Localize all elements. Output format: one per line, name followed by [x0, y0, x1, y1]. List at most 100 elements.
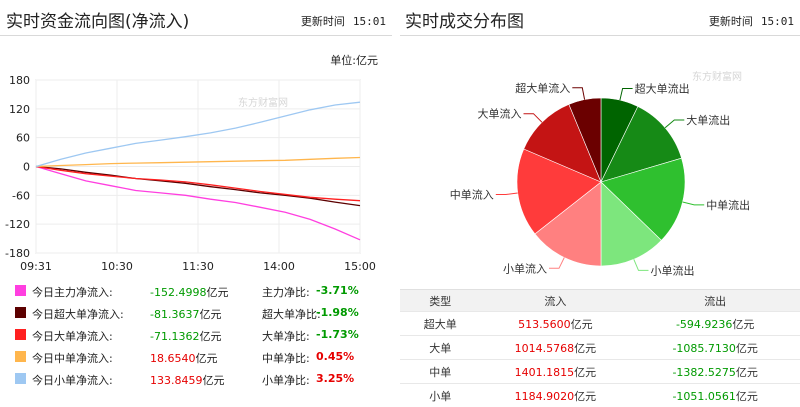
- legend-amount: -81.3637: [150, 308, 199, 321]
- row-type: 中单: [400, 360, 480, 384]
- row-in: 513.5600亿元: [480, 312, 630, 336]
- pie-label: 大单流入: [478, 107, 522, 121]
- y-tick-label: -120: [5, 218, 30, 231]
- pie-leader-line: [634, 259, 649, 270]
- legend-value: 18.6540亿元: [150, 350, 218, 366]
- legend-swatch: [15, 307, 26, 318]
- legend-ratio-label: 中单净比:: [262, 350, 310, 366]
- fund-flow-line-chart: 东方财富网 180 120 60 0 -60 -120 -180 09:31 10:30 11:…: [0, 0, 392, 280]
- legend-amount: 133.8459: [150, 374, 203, 387]
- x-tick-label: 09:31: [20, 260, 52, 273]
- legend-row: 今日小单净流入: 133.8459亿元 小单净比: 3.25%: [0, 368, 392, 390]
- x-tick-label: 14:00: [263, 260, 295, 273]
- pie-label: 中单流出: [706, 198, 750, 212]
- legend-ratio: 0.45%: [316, 350, 354, 363]
- y-tick-label: 60: [16, 132, 30, 145]
- row-out: -594.9236亿元: [630, 312, 800, 336]
- y-tick-label: -180: [5, 247, 30, 260]
- legend-value: -81.3637亿元: [150, 306, 221, 322]
- pie-label: 小单流出: [651, 263, 695, 277]
- row-in: 1401.1815亿元: [480, 360, 630, 384]
- row-out-value: -1382.5275: [672, 366, 735, 379]
- pie-leader-line: [549, 258, 564, 269]
- row-out-unit: 亿元: [736, 390, 758, 403]
- pie-leader-line: [683, 202, 705, 205]
- watermark-text: 东方财富网: [238, 96, 288, 109]
- pie-leader-line: [620, 89, 633, 101]
- row-in-unit: 亿元: [571, 318, 593, 331]
- legend-ratio-label: 小单净比:: [262, 372, 310, 388]
- pie-leader-line: [665, 120, 684, 128]
- header-out: 流出: [630, 290, 800, 312]
- y-tick-label: 120: [9, 103, 30, 116]
- row-in-value: 1184.9020: [515, 390, 575, 403]
- row-out: -1085.7130亿元: [630, 336, 800, 360]
- y-tick-label: 0: [23, 161, 30, 174]
- x-tick-label: 10:30: [101, 260, 133, 273]
- legend-name: 今日主力净流入:: [32, 284, 113, 300]
- legend-ratio: 3.25%: [316, 372, 354, 385]
- header-type: 类型: [400, 290, 480, 312]
- legend-swatch: [15, 285, 26, 296]
- header-in: 流入: [480, 290, 630, 312]
- row-in-value: 1401.1815: [515, 366, 575, 379]
- row-type: 超大单: [400, 312, 480, 336]
- row-in: 1014.5768亿元: [480, 336, 630, 360]
- legend-amount: 18.6540: [150, 352, 196, 365]
- legend-row: 今日超大单净流入: -81.3637亿元 超大单净比:-1.98%: [0, 302, 392, 324]
- table-header-row: 类型 流入 流出: [400, 290, 800, 312]
- legend-ratio: -1.73%: [316, 328, 359, 341]
- row-in-unit: 亿元: [574, 366, 596, 379]
- legend-ratio-label: 超大单净比:: [262, 306, 321, 322]
- row-out-value: -1085.7130: [672, 342, 735, 355]
- legend-unit: 亿元: [203, 374, 225, 387]
- legend-amount: -152.4998: [150, 286, 206, 299]
- legend-name: 今日大单净流入:: [32, 328, 113, 344]
- pie-leader-line: [572, 88, 584, 100]
- legend-ratio: -3.71%: [316, 284, 359, 297]
- legend-value: 133.8459亿元: [150, 372, 225, 388]
- row-in: 1184.9020亿元: [480, 384, 630, 407]
- legend-unit: 亿元: [199, 308, 221, 321]
- legend-value: -152.4998亿元: [150, 284, 228, 300]
- legend-swatch: [15, 329, 26, 340]
- pie-label: 中单流入: [450, 188, 494, 202]
- legend-row: 今日大单净流入: -71.1362亿元 大单净比: -1.73%: [0, 324, 392, 346]
- legend-unit: 亿元: [196, 352, 218, 365]
- legend-value: -71.1362亿元: [150, 328, 221, 344]
- legend-ratio-label: 大单净比:: [262, 328, 310, 344]
- pie-leader-line: [524, 114, 543, 123]
- y-tick-label: 180: [9, 74, 30, 87]
- row-type: 大单: [400, 336, 480, 360]
- pie-leader-line: [496, 193, 518, 195]
- legend-name: 今日超大单净流入:: [32, 306, 124, 322]
- y-tick-label: -60: [12, 189, 30, 202]
- row-in-unit: 亿元: [574, 342, 596, 355]
- row-out: -1382.5275亿元: [630, 360, 800, 384]
- watermark-text: 东方财富网: [692, 70, 742, 83]
- row-in-value: 1014.5768: [515, 342, 575, 355]
- legend-name: 今日小单净流入:: [32, 372, 113, 388]
- pie-label: 超大单流入: [515, 81, 570, 95]
- row-out-value: -1051.0561: [672, 390, 735, 403]
- legend-row: 今日中单净流入: 18.6540亿元 中单净比: 0.45%: [0, 346, 392, 368]
- pie-label: 超大单流出: [635, 82, 690, 96]
- legend-name: 今日中单净流入:: [32, 350, 113, 366]
- row-out-unit: 亿元: [732, 318, 754, 331]
- row-type: 小单: [400, 384, 480, 407]
- legend-row: 今日主力净流入:-152.4998亿元主力净比:-3.71%: [0, 280, 392, 302]
- row-in-unit: 亿元: [574, 390, 596, 403]
- row-out-unit: 亿元: [736, 366, 758, 379]
- legend-ratio: -1.98%: [316, 306, 359, 319]
- pie-label: 大单流出: [686, 113, 730, 127]
- legend-unit: 亿元: [199, 330, 221, 343]
- row-out-unit: 亿元: [736, 342, 758, 355]
- legend-unit: 亿元: [206, 286, 228, 299]
- x-tick-label: 11:30: [182, 260, 214, 273]
